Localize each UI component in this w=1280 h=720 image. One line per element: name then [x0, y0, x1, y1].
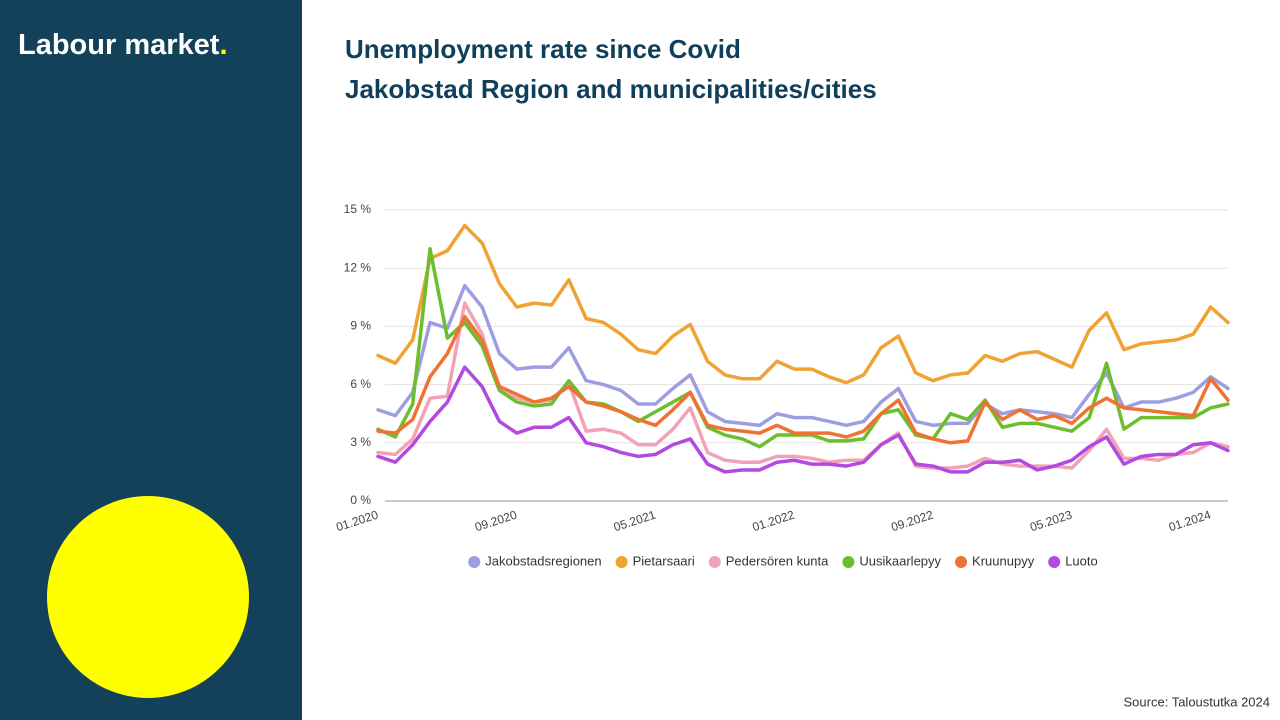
legend-marker	[615, 556, 628, 568]
legend-item: Pedersören kunta	[708, 553, 829, 568]
legend-item: Jakobstadsregionen	[468, 553, 602, 568]
y-tick-label: 0 %	[350, 493, 371, 507]
legend-label: Pietarsaari	[633, 553, 695, 568]
series-line	[376, 283, 1230, 428]
legend-marker	[468, 556, 481, 568]
legend-marker	[842, 556, 855, 568]
series-line	[376, 301, 1230, 470]
sidebar-title: Labour market.	[18, 29, 228, 61]
legend-label: Pedersören kunta	[726, 553, 829, 568]
y-tick-label: 6 %	[350, 377, 371, 391]
legend: Jakobstadsregionen Pietarsaari Pedersören …	[468, 553, 1098, 568]
sidebar-title-dot: .	[219, 29, 227, 61]
chart-subtitle: Jakobstad Region and municipalities/citi…	[345, 74, 877, 104]
legend-marker	[955, 556, 968, 568]
source: Source: Taloustutka 2024	[1124, 694, 1270, 709]
legend-label: Uusikaarlepyy	[859, 553, 941, 568]
decor-circle	[47, 496, 249, 698]
legend-item: Kruunupyy	[955, 553, 1035, 568]
legend-label: Jakobstadsregionen	[485, 553, 601, 568]
y-tick-label: 15 %	[344, 202, 372, 216]
legend-item: Luoto	[1048, 553, 1098, 568]
legend-item: Pietarsaari	[615, 553, 695, 568]
series-line	[376, 314, 1230, 445]
y-tick-label: 12 %	[344, 260, 372, 274]
chart-title: Unemployment rate since Covid	[345, 34, 741, 64]
sidebar-title-text: Labour market	[18, 29, 220, 61]
legend-label: Luoto	[1065, 553, 1098, 568]
series-line	[376, 365, 1230, 474]
legend-label: Kruunupyy	[972, 553, 1035, 568]
legend-item: Uusikaarlepyy	[842, 553, 942, 568]
legend-marker	[708, 556, 721, 568]
y-tick-label: 9 %	[350, 319, 371, 333]
series-line	[376, 223, 1230, 385]
y-tick-label: 3 %	[350, 435, 371, 449]
legend-marker	[1048, 556, 1061, 568]
series-line	[376, 247, 1230, 449]
